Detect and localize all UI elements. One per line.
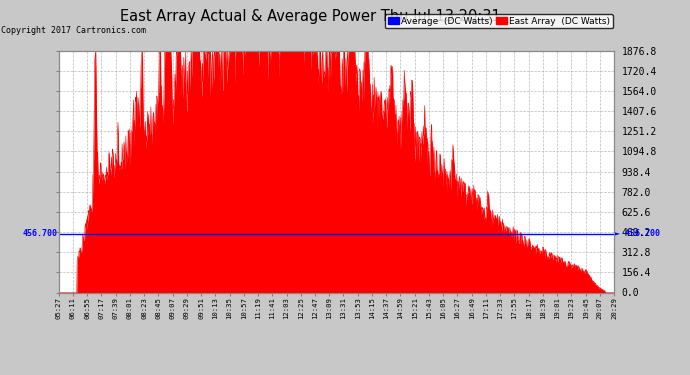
Legend: Average  (DC Watts), East Array  (DC Watts): Average (DC Watts), East Array (DC Watts… (385, 14, 613, 28)
Text: 456.700: 456.700 (23, 229, 57, 238)
Text: Copyright 2017 Cartronics.com: Copyright 2017 Cartronics.com (1, 26, 146, 35)
Text: East Array Actual & Average Power Thu Jul 13 20:31: East Array Actual & Average Power Thu Ju… (120, 9, 501, 24)
Text: ► 456.700: ► 456.700 (615, 229, 660, 238)
